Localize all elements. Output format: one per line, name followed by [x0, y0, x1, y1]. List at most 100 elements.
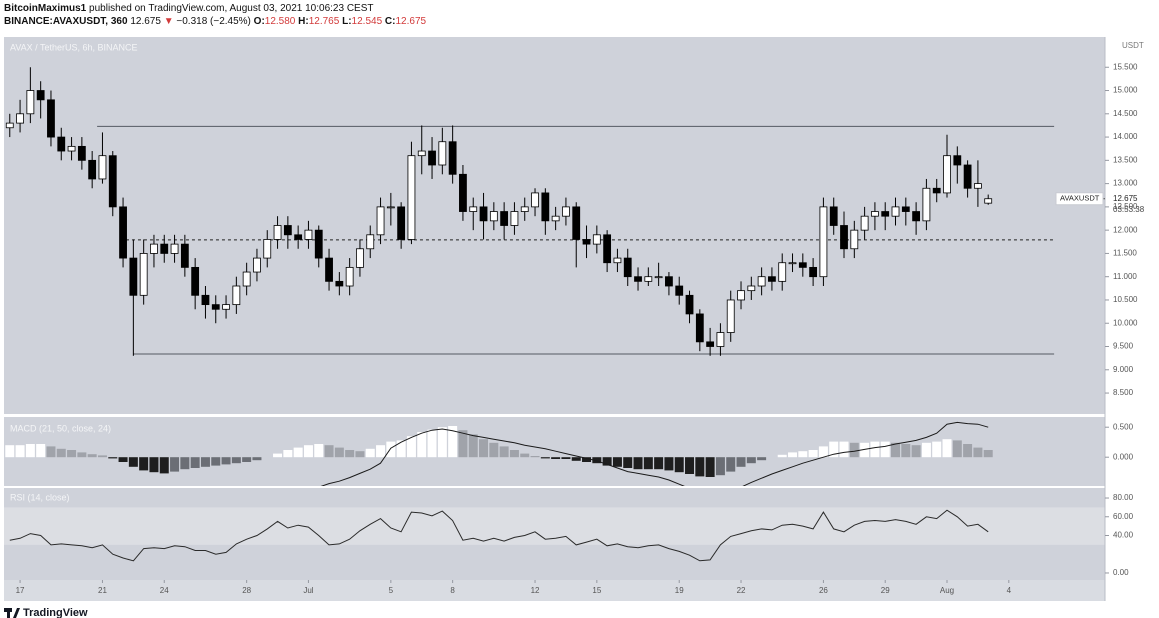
macd-histogram-bar [36, 444, 46, 458]
candle-body [57, 136, 66, 152]
candle-body [356, 248, 364, 268]
candle-body [860, 215, 869, 231]
candle-body [5, 122, 14, 129]
countdown-label: 03:53:38 [1113, 205, 1145, 214]
macd-title: MACD (21, 50, close, 24) [10, 423, 111, 433]
candle-body [448, 141, 457, 175]
macd-histogram-bar [56, 448, 66, 458]
macd-histogram-bar [345, 450, 355, 458]
macd-histogram-bar [654, 457, 664, 470]
macd-histogram-bar [808, 450, 818, 458]
candle-body [16, 113, 24, 124]
rsi-band [4, 507, 1105, 545]
x-tick-label: Jul [303, 586, 313, 595]
x-tick-label: 15 [592, 586, 601, 595]
change: −0.318 (−2.45%) [176, 16, 251, 27]
candle-body [366, 234, 375, 250]
pane-title: AVAX / TetherUS, 6h, BINANCE [10, 42, 138, 52]
candle-body [489, 211, 498, 222]
macd-histogram-bar [571, 457, 581, 461]
candle-body [716, 332, 725, 347]
y-tick-label: 9.000 [1113, 365, 1134, 374]
macd-histogram-bar [365, 448, 375, 458]
macd-histogram-bar [479, 439, 489, 458]
macd-histogram-bar [891, 442, 901, 458]
candle-body [922, 187, 931, 222]
macd-histogram-bar [932, 441, 942, 458]
macd-histogram-bar [25, 444, 35, 458]
macd-histogram-bar [757, 457, 767, 461]
macd-histogram-bar [582, 457, 592, 462]
macd-histogram-bar [159, 457, 169, 474]
x-tick-label: 12 [531, 586, 540, 595]
macd-histogram-bar [448, 426, 458, 458]
candle-body [510, 211, 519, 226]
candle-body [932, 187, 941, 194]
candle-body [335, 280, 344, 287]
candle-body [603, 234, 612, 264]
macd-histogram-bar [242, 457, 252, 462]
candle-body [242, 271, 251, 287]
candle-body [778, 262, 787, 282]
c-label: C: [384, 16, 396, 27]
macd-histogram-bar [200, 457, 210, 467]
macd-histogram-bar [829, 441, 839, 458]
candle-body [459, 173, 467, 212]
candle-body [881, 211, 890, 217]
macd-histogram-bar [685, 457, 695, 474]
candle-body [386, 206, 395, 209]
x-tick-label: 5 [389, 586, 394, 595]
candle-body [901, 206, 910, 212]
x-tick-label: 24 [160, 586, 169, 595]
candle-body [943, 155, 951, 194]
candle-body [428, 150, 436, 166]
candle-body [150, 243, 158, 254]
rsi-title: RSI (14, close) [10, 492, 70, 502]
candle-body [819, 206, 828, 278]
candle-body [623, 257, 632, 278]
macd-histogram-bar [715, 457, 725, 476]
candle-body [572, 206, 581, 240]
y-tick-label: 11.000 [1113, 272, 1137, 281]
candle-body [170, 243, 179, 254]
candle-body [191, 266, 200, 296]
candle-body [809, 266, 818, 278]
macd-histogram-bar [643, 457, 653, 470]
candle-body [376, 206, 385, 236]
price-axis [1105, 37, 1159, 601]
x-tick-label: Aug [940, 586, 954, 595]
candle-body [541, 192, 550, 222]
y-tick-label: 12.000 [1113, 225, 1138, 234]
y-tick-label: 60.00 [1113, 512, 1134, 521]
candle-body [654, 276, 663, 279]
x-tick-label: 4 [1007, 586, 1012, 595]
macd-histogram-bar [190, 457, 200, 468]
drawings [97, 125, 1055, 355]
macd-histogram-bar [468, 434, 478, 458]
y-tick-label: 15.000 [1113, 86, 1138, 95]
candle-body [407, 155, 416, 240]
macd-histogram-bar [211, 457, 221, 466]
macd-histogram-bar [489, 442, 499, 458]
macd-histogram-bar [777, 454, 787, 458]
candle-body [706, 341, 715, 347]
y-tick-label: 11.500 [1113, 249, 1137, 258]
macd-histogram-bar [726, 457, 736, 472]
candle-body [469, 206, 478, 212]
symbol: BINANCE:AVAXUSDT, 360 [4, 16, 128, 27]
rsi [9, 509, 989, 562]
candle-body [263, 239, 272, 259]
macd-histogram-bar [839, 441, 849, 458]
candle-body [634, 276, 642, 282]
candle-body [737, 290, 745, 301]
y-tick-label: 80.00 [1113, 493, 1134, 502]
x-tick-label: 19 [675, 586, 684, 595]
candle-body [963, 164, 972, 189]
macd-histogram-bar [746, 457, 756, 464]
candle-body [180, 243, 189, 268]
macd-histogram-bar [901, 444, 911, 458]
macd-histogram-bar [623, 457, 633, 468]
candle-body [757, 276, 766, 287]
y-tick-label: 40.00 [1113, 531, 1134, 540]
